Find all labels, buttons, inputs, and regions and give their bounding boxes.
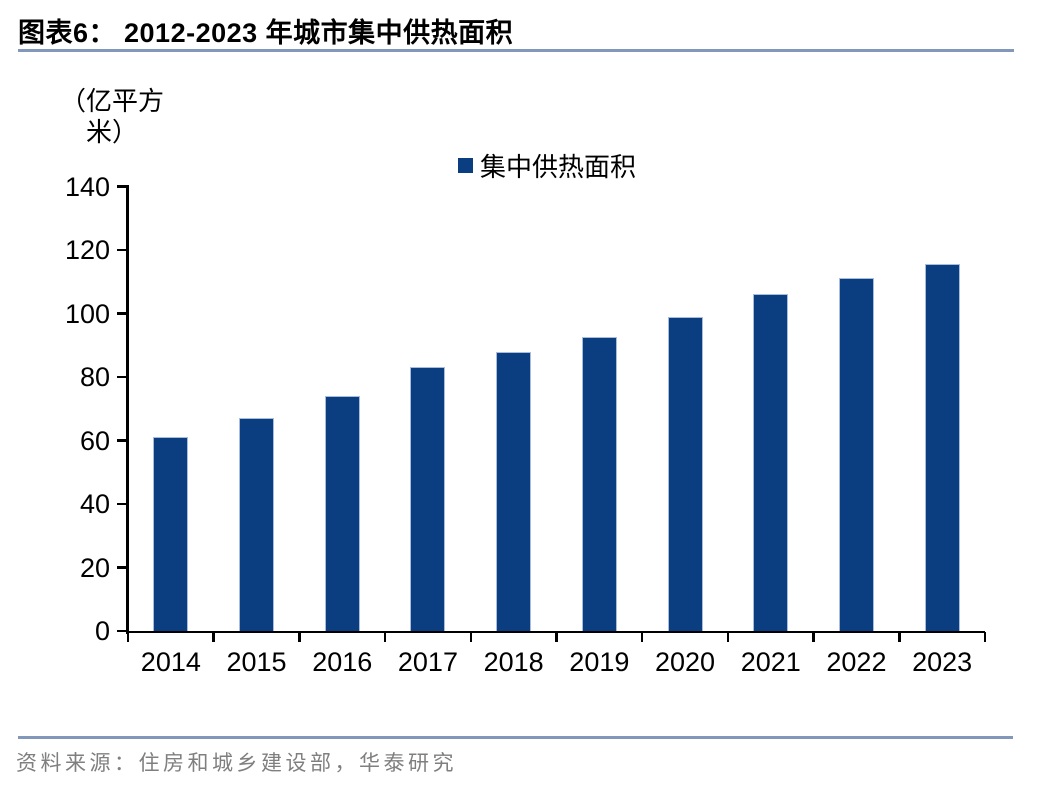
legend-marker-swatch (458, 157, 473, 173)
figure-title: 图表6： 2012-2023 年城市集中供热面积 (18, 18, 514, 48)
bar (581, 337, 617, 631)
x-tick-label: 2021 (740, 647, 801, 677)
y-tick-label: 100 (64, 298, 110, 329)
y-tick-mark (117, 312, 126, 315)
x-tick-label: 2016 (312, 647, 373, 677)
y-tick-mark (117, 185, 126, 188)
x-tick-mark (812, 632, 815, 642)
bar (239, 417, 275, 631)
bar (753, 294, 789, 631)
chart-legend: 集中供热面积 (458, 148, 636, 182)
y-tick-label: 20 (79, 552, 110, 583)
x-tick-label: 2015 (226, 647, 287, 677)
title-divider (18, 49, 1014, 52)
y-axis-line (126, 185, 129, 634)
y-tick-label: 140 (64, 171, 110, 202)
x-tick-mark (126, 632, 130, 642)
footer-divider (18, 736, 1013, 739)
bar (667, 317, 703, 631)
bar (838, 277, 874, 631)
y-tick-mark (117, 439, 126, 442)
x-tick-mark (555, 632, 558, 642)
x-tick-label: 2020 (655, 647, 716, 677)
bar (153, 437, 189, 631)
x-tick-mark (983, 632, 987, 642)
bar (924, 264, 960, 631)
legend-label: 集中供热面积 (480, 151, 637, 182)
x-tick-mark (469, 632, 473, 642)
source-note: 资料来源：住房和城乡建设部，华泰研究 (16, 751, 457, 775)
bar (324, 396, 360, 631)
bar (496, 352, 532, 631)
y-tick-label: 120 (64, 235, 110, 265)
x-tick-label: 2019 (569, 647, 630, 677)
y-tick-label: 60 (79, 425, 110, 456)
y-tick-mark (117, 375, 126, 379)
bar (410, 367, 446, 631)
y-tick-mark (117, 629, 126, 633)
x-tick-mark (212, 632, 215, 642)
x-tick-mark (298, 632, 301, 642)
y-tick-mark (117, 566, 126, 569)
x-tick-label: 2018 (483, 647, 544, 677)
x-tick-mark (898, 632, 901, 642)
y-tick-mark (117, 502, 126, 506)
x-axis-line (126, 630, 985, 633)
x-tick-label: 2017 (397, 647, 458, 677)
x-tick-mark (640, 632, 644, 642)
x-tick-mark (383, 632, 387, 642)
y-axis-unit-label: （亿平方米） (59, 86, 164, 147)
x-tick-label: 2014 (140, 647, 201, 677)
x-tick-label: 2022 (826, 647, 887, 677)
y-tick-label: 0 (94, 616, 110, 646)
y-tick-mark (117, 248, 126, 252)
x-tick-label: 2023 (912, 647, 973, 677)
y-tick-label: 80 (79, 362, 110, 392)
y-tick-label: 40 (79, 489, 110, 519)
x-tick-mark (726, 632, 730, 642)
